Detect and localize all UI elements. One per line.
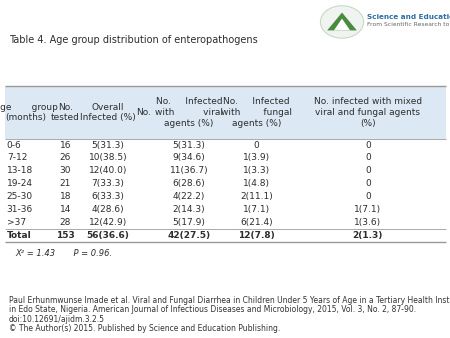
Text: 5(31.3): 5(31.3): [172, 141, 206, 149]
Text: Total: Total: [7, 231, 32, 240]
Text: No. infected with mixed
viral and fungal agents
(%): No. infected with mixed viral and fungal…: [314, 97, 422, 128]
Text: X² = 1.43       P = 0.96.: X² = 1.43 P = 0.96.: [16, 249, 113, 258]
Text: Science and Education Publishing: Science and Education Publishing: [367, 14, 450, 20]
Text: 5(31.3): 5(31.3): [91, 141, 125, 149]
Text: 12(40.0): 12(40.0): [89, 166, 127, 175]
Text: No.     Infected
with        fungal
agents (%): No. Infected with fungal agents (%): [221, 97, 292, 128]
Text: No.: No.: [136, 108, 152, 117]
Text: 0: 0: [254, 141, 259, 149]
Text: 6(28.6): 6(28.6): [173, 179, 205, 188]
Text: 2(14.3): 2(14.3): [173, 205, 205, 214]
Circle shape: [320, 6, 364, 38]
Text: 30: 30: [59, 166, 71, 175]
Text: 56(36.6): 56(36.6): [86, 231, 130, 240]
Polygon shape: [334, 19, 350, 30]
Text: 28: 28: [59, 218, 71, 227]
Text: 1(3.3): 1(3.3): [243, 166, 270, 175]
Text: 7-12: 7-12: [7, 153, 27, 163]
Text: From Scientific Research to Knowledge: From Scientific Research to Knowledge: [367, 22, 450, 27]
Text: 11(36.7): 11(36.7): [170, 166, 208, 175]
Text: 0: 0: [365, 192, 371, 201]
Text: 2(1.3): 2(1.3): [353, 231, 383, 240]
Text: Paul Erhunmwunse Imade et al. Viral and Fungal Diarrhea in Children Under 5 Year: Paul Erhunmwunse Imade et al. Viral and …: [9, 296, 450, 305]
Text: Overall
Infected (%): Overall Infected (%): [80, 102, 136, 122]
Text: 9(34.6): 9(34.6): [173, 153, 205, 163]
Text: 1(4.8): 1(4.8): [243, 179, 270, 188]
Text: 5(17.9): 5(17.9): [172, 218, 206, 227]
Text: 26: 26: [59, 153, 71, 163]
Text: 6(33.3): 6(33.3): [91, 192, 125, 201]
Text: 7(33.3): 7(33.3): [91, 179, 125, 188]
Text: 10(38.5): 10(38.5): [89, 153, 127, 163]
Text: >37: >37: [7, 218, 26, 227]
Text: 16: 16: [59, 141, 71, 149]
Text: 4(22.2): 4(22.2): [173, 192, 205, 201]
Text: 12(7.8): 12(7.8): [238, 231, 275, 240]
Text: in Edo State, Nigeria. American Journal of Infectious Diseases and Microbiology,: in Edo State, Nigeria. American Journal …: [9, 305, 416, 314]
Text: 1(7.1): 1(7.1): [354, 205, 382, 214]
Text: 14: 14: [59, 205, 71, 214]
Text: 1(7.1): 1(7.1): [243, 205, 270, 214]
Text: 153: 153: [56, 231, 75, 240]
Text: 0: 0: [365, 179, 371, 188]
Text: 4(28.6): 4(28.6): [92, 205, 124, 214]
Text: Age       group
(months): Age group (months): [0, 102, 58, 122]
Text: 42(27.5): 42(27.5): [167, 231, 211, 240]
Text: 19-24: 19-24: [7, 179, 33, 188]
Text: 0: 0: [365, 141, 371, 149]
Text: © The Author(s) 2015. Published by Science and Education Publishing.: © The Author(s) 2015. Published by Scien…: [9, 324, 280, 333]
Text: 0-6: 0-6: [7, 141, 22, 149]
Text: 25-30: 25-30: [7, 192, 33, 201]
Text: 6(21.4): 6(21.4): [240, 218, 273, 227]
Text: 31-36: 31-36: [7, 205, 33, 214]
Bar: [4, 86, 446, 139]
Text: 0: 0: [365, 166, 371, 175]
Text: 0: 0: [365, 153, 371, 163]
Text: 1(3.9): 1(3.9): [243, 153, 270, 163]
Text: 2(11.1): 2(11.1): [240, 192, 273, 201]
Text: 13-18: 13-18: [7, 166, 33, 175]
Polygon shape: [327, 13, 357, 30]
Text: Table 4. Age group distribution of enteropathogens: Table 4. Age group distribution of enter…: [9, 35, 258, 46]
Text: 1(3.6): 1(3.6): [354, 218, 382, 227]
Text: 18: 18: [59, 192, 71, 201]
Text: doi:10.12691/ajidm.3.2.5: doi:10.12691/ajidm.3.2.5: [9, 315, 105, 324]
Text: 12(42.9): 12(42.9): [89, 218, 127, 227]
Text: No.     Infected
with          viral
agents (%): No. Infected with viral agents (%): [155, 97, 223, 128]
Text: 21: 21: [59, 179, 71, 188]
Text: No.
tested: No. tested: [51, 102, 80, 122]
